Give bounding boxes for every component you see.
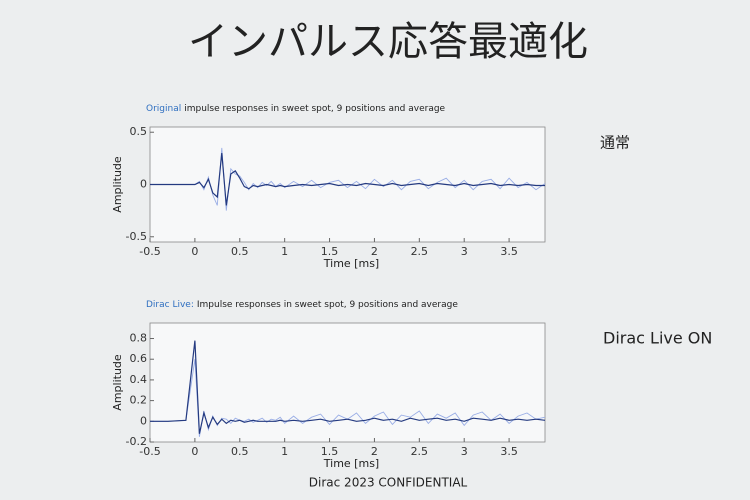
- x-tick-label: 1.5: [321, 445, 339, 458]
- chart-title: Dirac Live: Impulse responses in sweet sp…: [146, 300, 458, 310]
- y-tick-label: 0.6: [130, 352, 148, 365]
- x-tick-label: -0.5: [139, 245, 160, 258]
- x-tick-label: 2.5: [411, 245, 429, 258]
- x-tick-label: 1: [281, 445, 288, 458]
- side-label: Dirac Live ON: [603, 329, 712, 348]
- x-tick-label: 1: [281, 245, 288, 258]
- chart-title-text: Impulse responses in sweet spot, 9 posit…: [197, 300, 458, 310]
- x-tick-label: 2: [371, 245, 378, 258]
- x-tick-label: 2.5: [411, 445, 429, 458]
- x-tick-label: 0: [191, 245, 198, 258]
- chart-title: Original impulse responses in sweet spot,…: [146, 104, 446, 114]
- x-tick-label: 3: [461, 445, 468, 458]
- x-tick-label: 1.5: [321, 245, 339, 258]
- x-axis-label: Time [ms]: [323, 257, 379, 270]
- x-tick-label: 2: [371, 445, 378, 458]
- x-tick-label: 3: [461, 245, 468, 258]
- y-tick-label: 0.2: [130, 394, 148, 407]
- y-tick-label: -0.2: [126, 435, 147, 448]
- x-tick-label: 3.5: [500, 245, 518, 258]
- waveform: [150, 153, 545, 206]
- x-axis-label: Time [ms]: [323, 457, 379, 470]
- y-tick-label: 0.5: [130, 125, 148, 138]
- x-tick-label: 0.5: [231, 245, 249, 258]
- x-tick-label: 0: [191, 445, 198, 458]
- slide-title: インパルス応答最適化: [188, 19, 588, 65]
- y-tick-label: 0.8: [130, 332, 148, 345]
- chart-title-prefix: Dirac Live:: [146, 300, 194, 310]
- chart-title-text: impulse responses in sweet spot, 9 posit…: [184, 104, 445, 114]
- y-tick-label: -0.5: [126, 230, 147, 243]
- slide-footer: Dirac 2023 CONFIDENTIAL: [309, 476, 468, 490]
- x-tick-label: -0.5: [139, 445, 160, 458]
- x-tick-label: 3.5: [500, 445, 518, 458]
- y-axis-label: Amplitude: [111, 354, 124, 411]
- chart-title-prefix: Original: [146, 104, 181, 114]
- y-tick-label: 0.4: [130, 373, 148, 386]
- x-tick-label: 0.5: [231, 445, 249, 458]
- y-tick-label: 0: [140, 414, 147, 427]
- y-axis-label: Amplitude: [111, 156, 124, 213]
- y-tick-label: 0: [140, 178, 147, 191]
- waveform: [150, 340, 546, 434]
- side-label: 通常: [600, 134, 630, 152]
